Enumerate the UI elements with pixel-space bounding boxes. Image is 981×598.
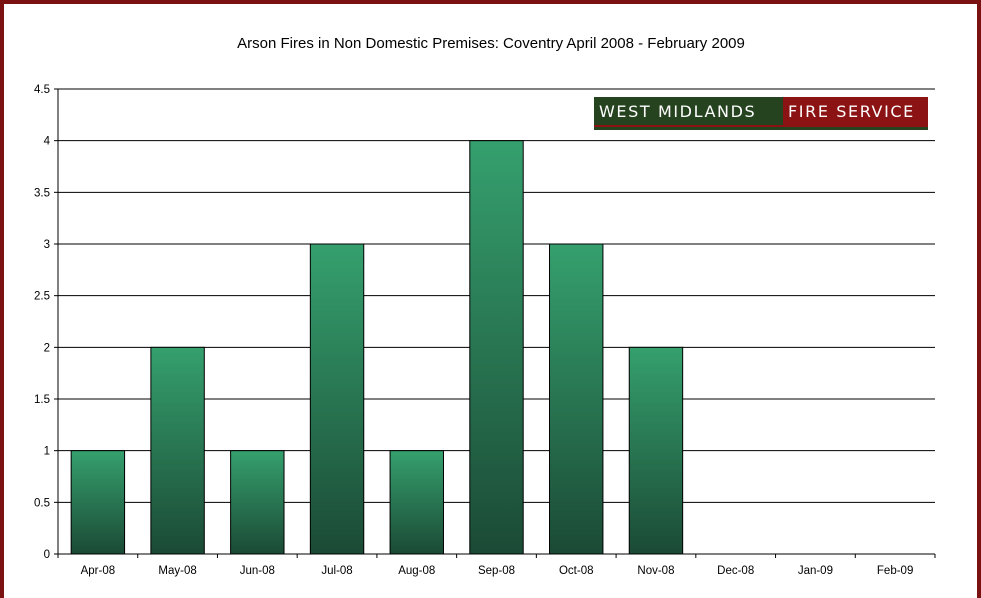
x-tick-label: Jun-08 bbox=[240, 565, 275, 577]
x-tick-label: Oct-08 bbox=[559, 565, 594, 577]
y-tick-label: 0.5 bbox=[34, 497, 50, 509]
y-tick-label: 2.5 bbox=[34, 291, 50, 303]
x-tick-label: Jul-08 bbox=[321, 565, 352, 577]
y-tick-labels: 0 0.5 1 1.5 2 2.5 3 3.5 4 4.5 bbox=[34, 84, 51, 561]
y-tick-label: 3 bbox=[44, 239, 50, 251]
y-tick-label: 4.5 bbox=[34, 84, 50, 96]
y-tick-label: 4 bbox=[44, 136, 51, 148]
x-tick-label: Apr-08 bbox=[81, 565, 116, 577]
bar-Apr-08 bbox=[70, 450, 126, 555]
x-tick-label: Sep-08 bbox=[478, 565, 515, 577]
x-tick-label: Dec-08 bbox=[717, 565, 754, 577]
logo-underline-top bbox=[594, 125, 928, 127]
logo-left-panel bbox=[594, 97, 783, 125]
bar-Jun-08 bbox=[230, 450, 285, 555]
bars bbox=[70, 140, 684, 555]
chart-title: Arson Fires in Non Domestic Premises: Co… bbox=[237, 35, 745, 52]
logo-text-fire-service: FIRE SERVICE bbox=[788, 102, 915, 121]
logo-underline-bottom bbox=[594, 127, 928, 130]
x-tick-label: Nov-08 bbox=[637, 565, 674, 577]
west-midlands-fire-service-logo: WEST MIDLANDS FIRE SERVICE bbox=[594, 97, 928, 130]
bar-Aug-08 bbox=[389, 450, 444, 555]
logo-right-panel bbox=[783, 97, 928, 125]
logo-text-west-midlands: WEST MIDLANDS bbox=[599, 102, 756, 121]
bar-Oct-08 bbox=[549, 243, 604, 555]
y-tick-label: 3.5 bbox=[34, 187, 50, 199]
x-tick-labels: Apr-08 May-08 Jun-08 Jul-08 Aug-08 Sep-08 Oct-… bbox=[57, 554, 936, 577]
x-tick-label: Feb-09 bbox=[877, 565, 913, 577]
y-tick-label: 1 bbox=[44, 446, 50, 458]
y-tick-label: 1.5 bbox=[34, 394, 50, 406]
y-tick-label: 2 bbox=[44, 342, 50, 354]
bar-Sep-08 bbox=[469, 140, 524, 555]
bar-Nov-08 bbox=[628, 346, 684, 555]
bar-May-08 bbox=[150, 346, 205, 555]
y-tick-label: 0 bbox=[44, 549, 50, 561]
x-tick-label: Jan-09 bbox=[798, 565, 833, 577]
x-tick-label: May-08 bbox=[158, 565, 196, 577]
axes bbox=[57, 89, 935, 555]
x-tick-label: Aug-08 bbox=[398, 565, 435, 577]
bar-Jul-08 bbox=[309, 243, 365, 555]
